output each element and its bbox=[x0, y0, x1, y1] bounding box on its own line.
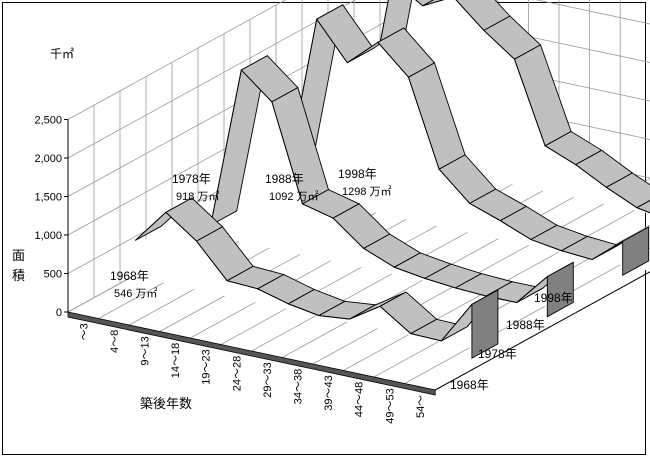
series-face bbox=[208, 62, 576, 313]
annotation-year: 1988年 bbox=[265, 172, 304, 186]
annotation-total: 1298 万㎡ bbox=[342, 185, 392, 198]
unit-label: 千㎡ bbox=[50, 47, 74, 61]
x-tick-label: 44～48 bbox=[354, 382, 366, 417]
ribbon-layer bbox=[133, 0, 650, 359]
annotation-total: 546 万㎡ bbox=[114, 287, 157, 300]
y-tick-label: 1,000 bbox=[34, 230, 62, 242]
series-edge bbox=[134, 211, 473, 342]
series-axis-label: 1968年 bbox=[450, 378, 489, 392]
series-ribbon bbox=[208, 54, 576, 318]
x-tick-label: 34～38 bbox=[293, 369, 305, 404]
annotation-total: 918 万㎡ bbox=[176, 190, 219, 203]
y-tick-label: 1,500 bbox=[34, 192, 62, 204]
x-tick-label: ～3 bbox=[78, 323, 90, 340]
x-tick-label: 4～8 bbox=[109, 330, 121, 353]
side-wall-hline bbox=[67, 0, 287, 120]
side-wall-hline bbox=[67, 0, 357, 159]
y-axis-label-char-1: 面 bbox=[12, 248, 25, 263]
series-segment bbox=[635, 199, 650, 214]
series-axis-label: 1998年 bbox=[534, 291, 573, 305]
x-tick-label: 19～23 bbox=[201, 349, 213, 384]
y-tick-label: 2,500 bbox=[34, 115, 62, 127]
back-wall-hline bbox=[535, 0, 650, 25]
series-edge bbox=[285, 18, 623, 260]
x-tick-label: 9～13 bbox=[140, 336, 152, 365]
x-axis-base bbox=[67, 311, 436, 396]
annotation-year: 1998年 bbox=[338, 167, 377, 181]
series-endcap bbox=[471, 289, 499, 359]
floor-edge bbox=[434, 271, 650, 391]
x-tick-label: 39～43 bbox=[323, 375, 335, 410]
series-axis-label: 1988年 bbox=[506, 318, 545, 332]
floor-line bbox=[343, 201, 650, 371]
series-annotation: 1988年 1092 万㎡ bbox=[265, 172, 319, 203]
annotation-year: 1978年 bbox=[172, 172, 211, 186]
series-annotation: 1978年 918 万㎡ bbox=[172, 172, 219, 203]
y-tick-label: 0 bbox=[56, 307, 62, 319]
series-edge bbox=[361, 0, 650, 214]
series-annotation: 1968年 546 万㎡ bbox=[110, 269, 157, 300]
series-endcap bbox=[622, 226, 650, 276]
series-annotation: 1998年 1298 万㎡ bbox=[338, 167, 392, 198]
annotation-total: 1092 万㎡ bbox=[269, 190, 319, 203]
series-axis-label: 1978年 bbox=[478, 347, 517, 361]
annotation-year: 1968年 bbox=[110, 269, 149, 283]
x-axis-label: 築後年数 bbox=[140, 396, 192, 411]
axis-layer: 0 500 1,000 1,500 2,000 2,500 ～3 4～8 9～13 14～18 19… bbox=[34, 115, 572, 424]
y-axis-label-char-2: 積 bbox=[12, 268, 25, 283]
x-tick-label: 24～28 bbox=[231, 356, 243, 391]
label-layer: 千㎡ 面 積 築後年数 bbox=[12, 47, 192, 411]
floor-line bbox=[312, 178, 650, 365]
series-ribbon bbox=[133, 197, 501, 359]
x-tick-label: 49～53 bbox=[384, 388, 396, 423]
x-tick-label: 54～ bbox=[415, 395, 427, 418]
series-face bbox=[283, 12, 650, 272]
x-tick-label: 29～33 bbox=[262, 362, 274, 397]
y-tick-label: 2,000 bbox=[34, 153, 62, 165]
x-tick-label: 14～18 bbox=[170, 343, 182, 378]
series-segment bbox=[415, 0, 435, 7]
y-tick-label: 500 bbox=[44, 269, 62, 281]
series-endcap bbox=[546, 261, 574, 318]
